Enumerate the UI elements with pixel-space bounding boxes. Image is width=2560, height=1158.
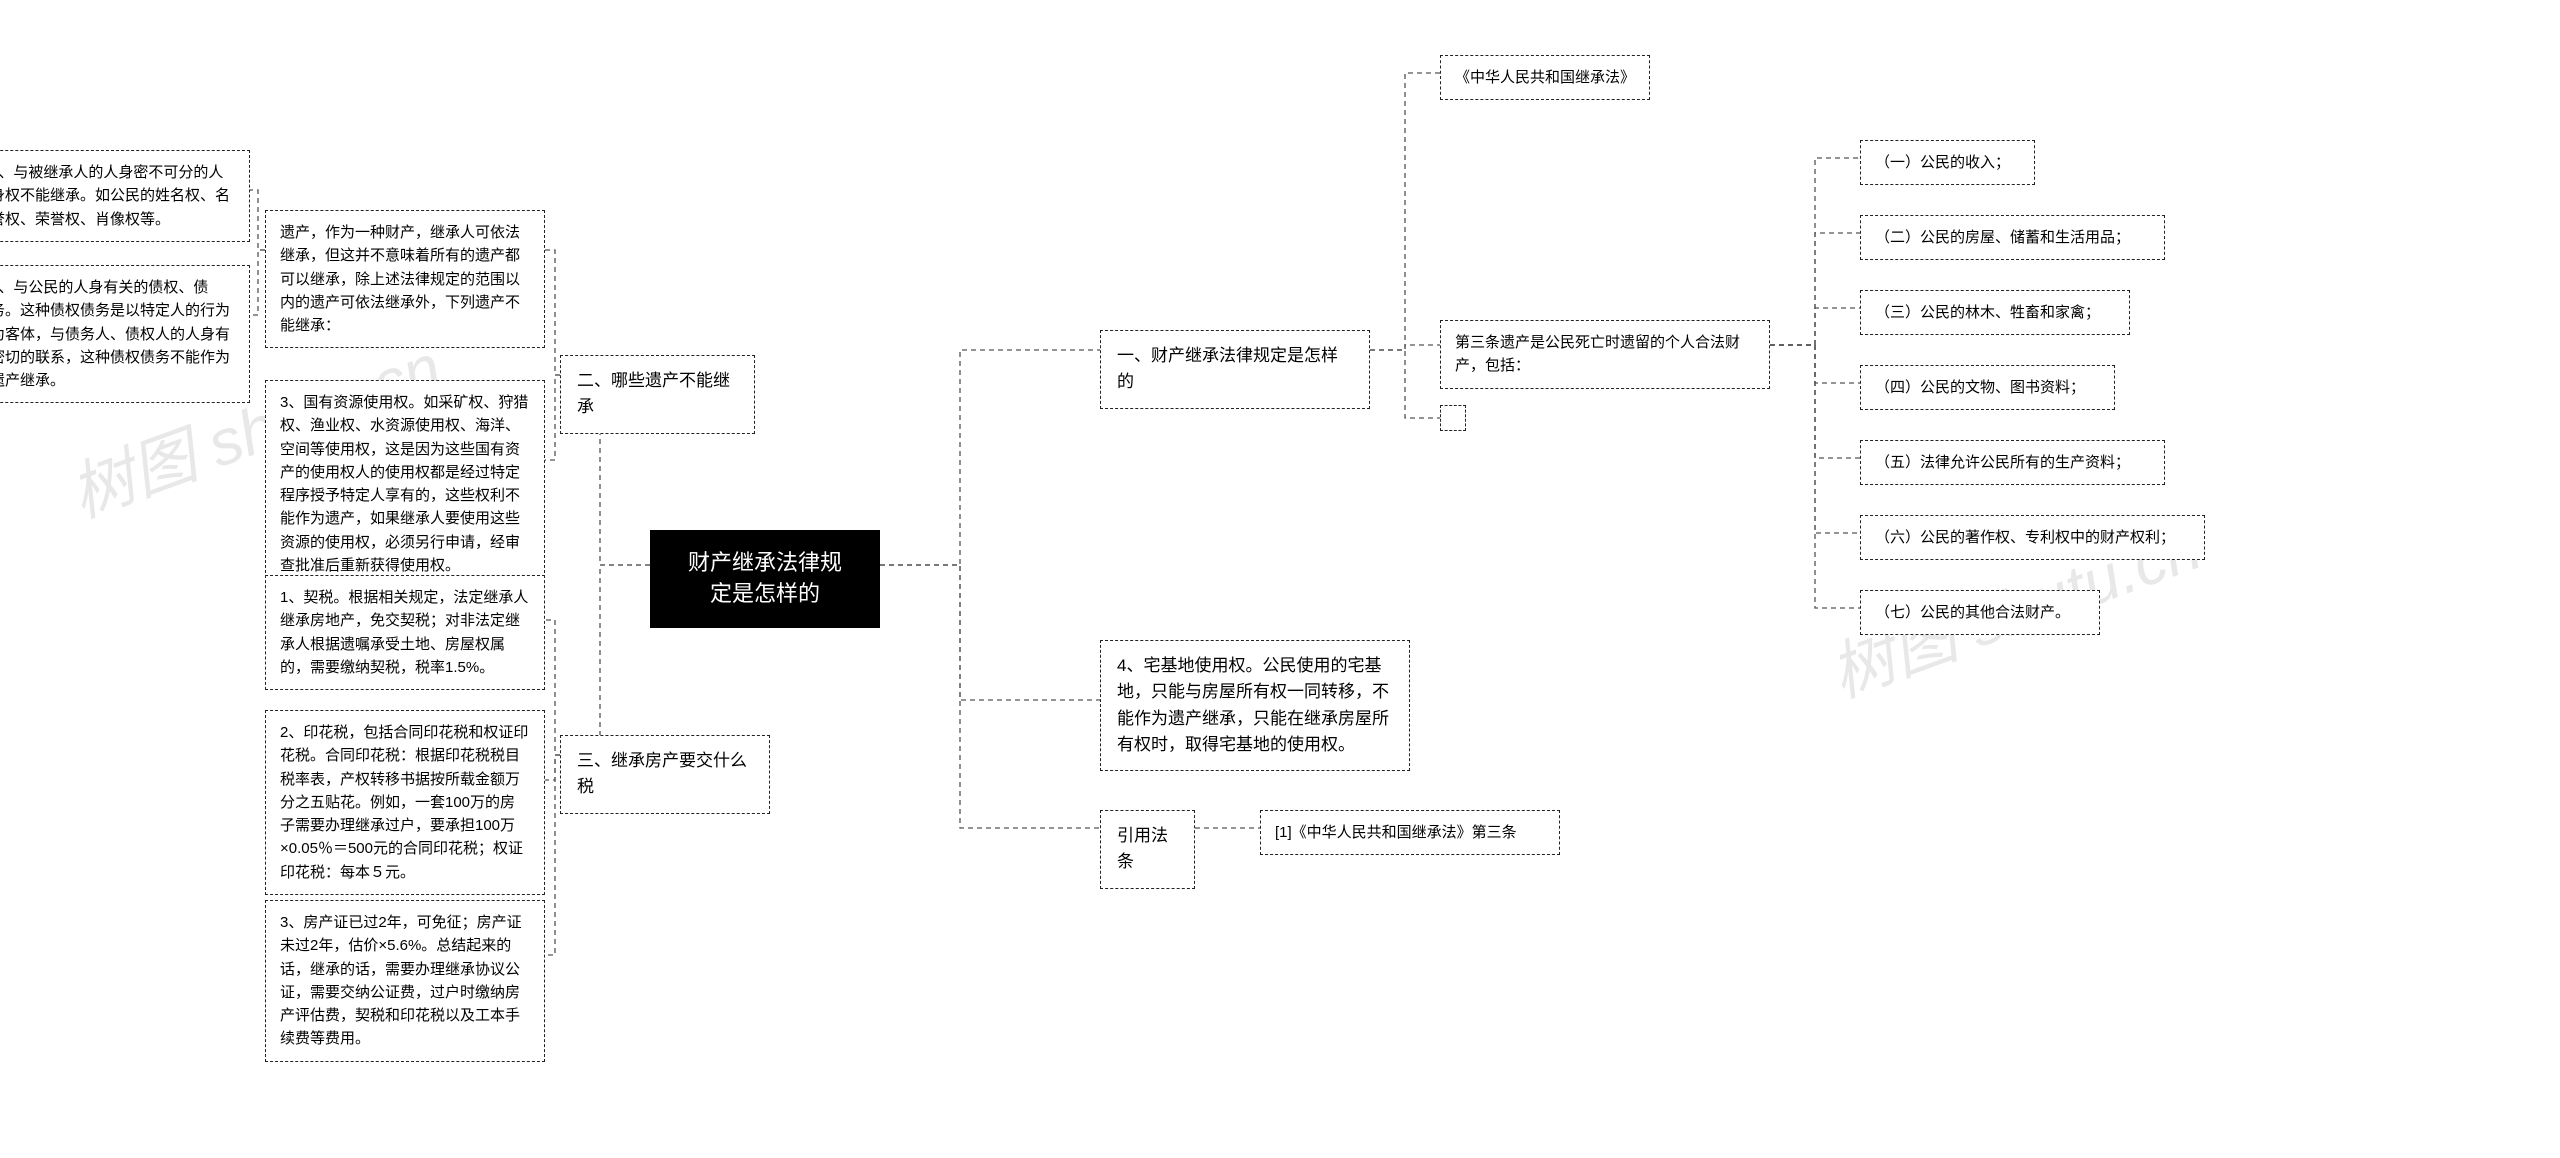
branch-2-child-3: 3、国有资源使用权。如采矿权、狩猎权、渔业权、水资源使用权、海洋、空间等使用权，…	[265, 380, 545, 588]
branch-ref-child: [1]《中华人民共和国继承法》第三条	[1260, 810, 1560, 855]
branch-3-child-2: 2、印花税，包括合同印花税和权证印花税。合同印花税：根据印花税税目税率表，产权转…	[265, 710, 545, 895]
branch-1: 一、财产继承法律规定是怎样的	[1100, 330, 1370, 409]
b1c2-item-5: （五）法律允许公民所有的生产资料；	[1860, 440, 2165, 485]
b1c2-item-4: （四）公民的文物、图书资料；	[1860, 365, 2115, 410]
b1c2-item-2: （二）公民的房屋、储蓄和生活用品；	[1860, 215, 2165, 260]
branch-1-child-3-empty	[1440, 405, 1466, 431]
branch-2-intro-sub1: 1、与被继承人的人身密不可分的人身权不能继承。如公民的姓名权、名誉权、荣誉权、肖…	[0, 150, 250, 242]
b1c2-item-3: （三）公民的林木、牲畜和家禽；	[1860, 290, 2130, 335]
b1c2-item-7: （七）公民的其他合法财产。	[1860, 590, 2100, 635]
b1c2-item-6: （六）公民的著作权、专利权中的财产权利；	[1860, 515, 2205, 560]
branch-1-child-2: 第三条遗产是公民死亡时遗留的个人合法财产，包括：	[1440, 320, 1770, 389]
branch-2: 二、哪些遗产不能继承	[560, 355, 755, 434]
branch-3-child-1: 1、契税。根据相关规定，法定继承人继承房地产，免交契税；对非法定继承人根据遗嘱承…	[265, 575, 545, 690]
branch-1-child-1: 《中华人民共和国继承法》	[1440, 55, 1650, 100]
branch-4-node: 4、宅基地使用权。公民使用的宅基地，只能与房屋所有权一同转移，不能作为遗产继承，…	[1100, 640, 1410, 771]
b1c2-item-1: （一）公民的收入；	[1860, 140, 2035, 185]
branch-2-intro: 遗产，作为一种财产，继承人可依法继承，但这并不意味着所有的遗产都可以继承，除上述…	[265, 210, 545, 348]
branch-3: 三、继承房产要交什么税	[560, 735, 770, 814]
branch-3-child-3: 3、房产证已过2年，可免征；房产证未过2年，估价×5.6%。总结起来的话，继承的…	[265, 900, 545, 1062]
branch-ref: 引用法条	[1100, 810, 1195, 889]
center-node: 财产继承法律规定是怎样的	[650, 530, 880, 628]
branch-2-intro-sub2: 2、与公民的人身有关的债权、债务。这种债权债务是以特定人的行为为客体，与债务人、…	[0, 265, 250, 403]
